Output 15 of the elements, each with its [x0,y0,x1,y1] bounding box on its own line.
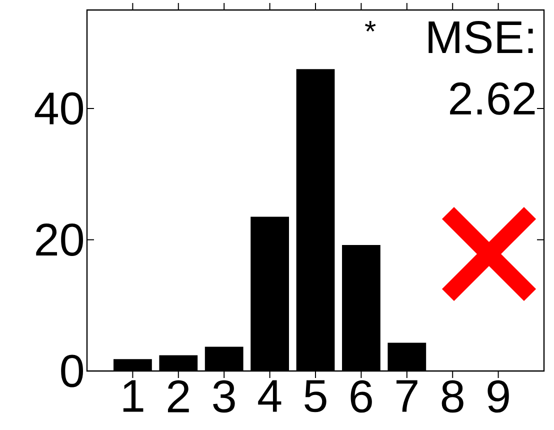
annotation: 2.62 [450,82,535,115]
x-tick-label: 9 [488,380,509,413]
y-tick-label: 40 [34,92,84,125]
y-tick-label: 20 [36,224,84,256]
x-tick-label: 4 [258,380,282,412]
annotation: * [365,21,376,32]
x-tick-label: 3 [213,380,235,413]
x-tick-label: 8 [442,380,464,413]
annotation: MSE: [428,21,533,54]
x-tick-label: 2 [168,380,189,412]
x-tick-label: 6 [350,380,372,413]
x-tick-label: 7 [396,380,418,412]
x-tick-label: 1 [123,380,144,412]
x-tick-label: 5 [304,380,326,412]
y-tick-label: 0 [61,354,84,388]
